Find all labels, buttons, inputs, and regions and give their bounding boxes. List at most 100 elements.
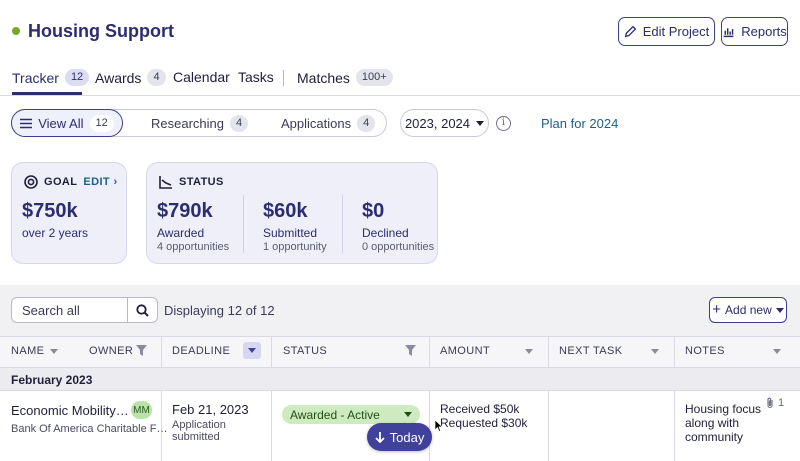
tab-tracker-count: 12	[64, 69, 90, 86]
year-select-value: 2023, 2024	[404, 115, 471, 131]
search-placeholder: Search all	[22, 302, 80, 318]
status-title: STATUS	[179, 176, 224, 188]
bar-chart-icon	[723, 28, 734, 38]
edit-project-button[interactable]: Edit Project	[618, 17, 715, 46]
tabs-divider	[0, 95, 800, 96]
table-header	[0, 336, 800, 368]
amount-received: Received $50k	[440, 402, 520, 416]
search-icon	[136, 303, 149, 317]
plan-for-2024-link[interactable]: Plan for 2024	[541, 116, 619, 131]
column-amount[interactable]: AMOUNT	[440, 345, 491, 357]
attachment-count: 1	[778, 397, 785, 409]
tab-tracker-label: Tracker	[12, 69, 59, 86]
column-divider	[674, 391, 675, 461]
search-button[interactable]	[127, 297, 158, 323]
filter-applications[interactable]: Applications 4	[281, 109, 376, 137]
declined-amount: $0	[362, 200, 385, 222]
tab-tracker[interactable]: Tracker 12	[12, 69, 90, 86]
column-divider	[271, 391, 272, 461]
caret-down-icon[interactable]	[50, 349, 58, 354]
status-badge: Awarded - Active	[290, 407, 380, 422]
pencil-icon	[624, 25, 637, 38]
column-status[interactable]: STATUS	[283, 345, 328, 357]
tab-awards-count: 4	[147, 69, 166, 86]
year-select[interactable]: 2023, 2024	[400, 109, 489, 137]
status-dropdown[interactable]: Awarded - Active	[282, 405, 420, 424]
submitted-amount: $60k	[263, 200, 308, 222]
filter-researching[interactable]: Researching 4	[151, 109, 249, 137]
edit-project-label: Edit Project	[642, 24, 710, 39]
goal-edit-link[interactable]: EDIT ›	[83, 176, 118, 188]
filter-researching-label: Researching	[151, 115, 224, 131]
project-status-dot	[12, 27, 20, 35]
deadline-date: Feb 21, 2023	[172, 402, 249, 417]
reports-button[interactable]: Reports	[721, 17, 788, 46]
goal-title: GOAL	[44, 176, 78, 188]
column-next-task[interactable]: NEXT TASK	[559, 345, 623, 357]
caret-down-icon[interactable]	[773, 349, 781, 354]
mouse-cursor-icon	[435, 420, 443, 432]
tab-tasks-label: Tasks	[238, 69, 274, 85]
menu-icon	[20, 118, 33, 128]
column-deadline[interactable]: DEADLINE	[172, 345, 231, 357]
tab-matches-count: 100+	[355, 69, 393, 86]
filter-view-all-label: View All	[38, 115, 84, 131]
group-header-row	[0, 368, 800, 391]
column-name[interactable]: NAME	[11, 345, 45, 357]
opportunity-name[interactable]: Economic Mobility…	[11, 403, 129, 418]
target-icon	[24, 175, 38, 189]
today-button[interactable]: Today	[367, 423, 432, 451]
filter-view-all-count: 12	[89, 114, 114, 132]
filter-icon[interactable]	[405, 345, 416, 356]
filter-view-all[interactable]: View All 12	[11, 109, 123, 137]
today-label: Today	[389, 429, 425, 445]
status-divider	[342, 195, 343, 253]
active-tab-indicator	[12, 92, 82, 95]
column-divider	[161, 391, 162, 461]
column-notes[interactable]: NOTES	[685, 345, 725, 357]
column-divider	[548, 391, 549, 461]
column-owner[interactable]: OWNER	[89, 345, 134, 357]
reports-label: Reports	[741, 24, 787, 39]
line-chart-icon	[159, 176, 172, 189]
deadline-sort-button[interactable]	[243, 342, 261, 359]
page-title: Housing Support	[28, 21, 174, 41]
attachments[interactable]: 1	[765, 397, 784, 409]
goal-amount: $750k	[22, 200, 78, 222]
add-new-label: Add new	[725, 303, 772, 317]
arrow-down-icon	[375, 431, 385, 443]
info-icon[interactable]: i	[496, 116, 511, 131]
declined-label: Declined	[362, 226, 409, 240]
tab-calendar[interactable]: Calendar	[173, 69, 230, 85]
tab-separator	[283, 70, 284, 86]
caret-down-icon[interactable]	[651, 349, 659, 354]
status-divider	[243, 195, 244, 253]
tab-tasks[interactable]: Tasks	[238, 69, 274, 85]
search-input[interactable]: Search all	[11, 297, 128, 323]
deadline-note: Application submitted	[172, 419, 226, 443]
filter-applications-count: 4	[357, 114, 376, 132]
awarded-label: Awarded	[157, 226, 205, 240]
filter-researching-count: 4	[230, 114, 249, 132]
results-count: Displaying 12 of 12	[164, 303, 275, 318]
caret-down-icon[interactable]	[525, 349, 533, 354]
filter-icon[interactable]	[136, 345, 147, 356]
declined-count: 0 opportunities	[362, 241, 435, 253]
notes-cell[interactable]: Housing focus along with community	[685, 402, 762, 444]
tab-matches[interactable]: Matches 100+	[297, 69, 393, 86]
caret-down-icon	[248, 348, 256, 353]
goal-card-header: GOAL EDIT ›	[24, 175, 118, 189]
status-card-header: STATUS	[159, 175, 224, 189]
tab-matches-label: Matches	[297, 69, 350, 86]
submitted-label: Submitted	[263, 226, 318, 240]
awarded-amount: $790k	[157, 200, 213, 222]
tab-awards[interactable]: Awards 4	[95, 69, 166, 86]
funder-name: Bank Of America Charitable F…	[11, 423, 168, 435]
submitted-count: 1 opportunity	[263, 241, 327, 253]
add-new-button[interactable]: + Add new	[709, 297, 787, 323]
plus-icon: +	[712, 301, 722, 318]
avatar[interactable]: MM	[131, 401, 152, 419]
caret-down-icon	[476, 120, 485, 126]
goal-period: over 2 years	[22, 226, 89, 240]
awarded-count: 4 opportunities	[157, 241, 230, 253]
